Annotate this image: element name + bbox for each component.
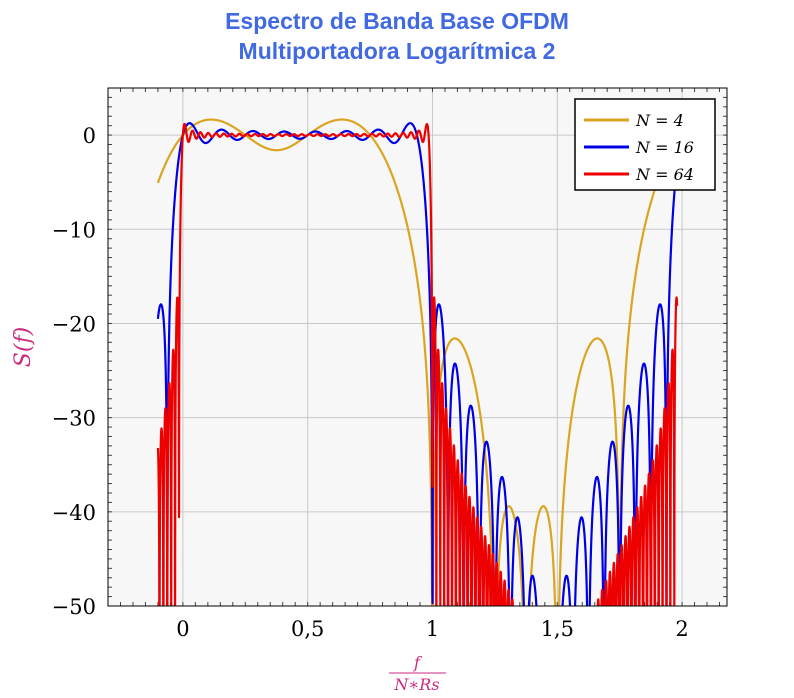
x-tick-label: 0 bbox=[176, 617, 189, 641]
legend-label-n16: N = 16 bbox=[635, 138, 694, 157]
y-tick-label: −30 bbox=[52, 407, 96, 431]
x-tick-label: 1,5 bbox=[541, 617, 574, 641]
series-lines bbox=[156, 118, 679, 606]
chart-title-line-2: Multiportadora Logarítmica 2 bbox=[238, 38, 556, 64]
x-axis-label-numerator: f bbox=[413, 653, 423, 672]
chart-title: Espectro de Banda Base OFDM Multiportado… bbox=[0, 6, 794, 66]
y-tick-label: 0 bbox=[83, 124, 96, 148]
x-tick-labels: 0 0,5 1 1,5 2 bbox=[176, 617, 689, 641]
y-tick-label: −10 bbox=[52, 218, 96, 242]
legend-label-n64: N = 64 bbox=[635, 165, 694, 184]
y-tick-label: −40 bbox=[52, 501, 96, 525]
y-tick-labels: 0 −10 −20 −30 −40 −50 bbox=[52, 124, 96, 619]
grid bbox=[108, 88, 727, 607]
x-axis-label-denominator: N∗Rs bbox=[393, 675, 439, 694]
x-tick-label: 2 bbox=[675, 617, 688, 641]
minor-ticks bbox=[107, 87, 727, 607]
y-tick-label: −50 bbox=[52, 595, 96, 619]
y-tick-label: −20 bbox=[52, 312, 96, 336]
legend-label-n4: N = 4 bbox=[635, 111, 684, 130]
legend: N = 4 N = 16 N = 64 bbox=[574, 98, 716, 191]
y-axis-label: S(f) bbox=[11, 327, 36, 367]
x-tick-label: 1 bbox=[426, 617, 439, 641]
x-tick-label: 0,5 bbox=[291, 617, 324, 641]
series-line-n64 bbox=[156, 122, 679, 606]
chart-title-line-1: Espectro de Banda Base OFDM bbox=[225, 8, 569, 34]
plot-frame bbox=[107, 87, 728, 607]
